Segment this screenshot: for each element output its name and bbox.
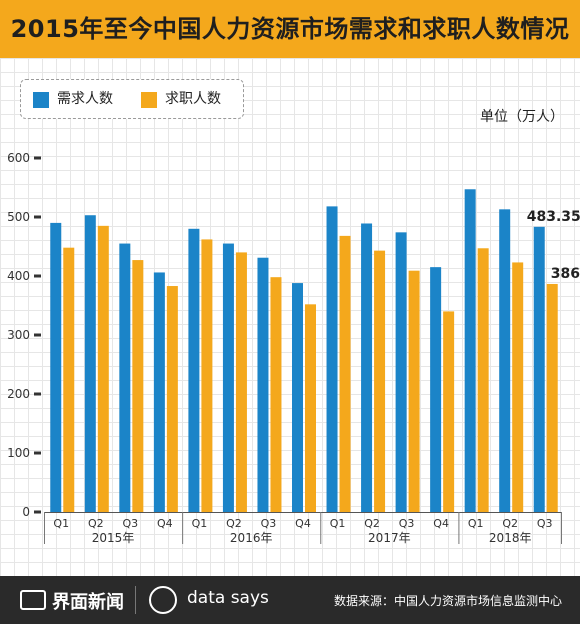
x-tick-label: Q3	[261, 517, 277, 530]
footer-source: 数据来源：中国人力资源市场信息监测中心	[333, 594, 562, 608]
x-tick-label: Q3	[399, 517, 415, 530]
bar-seekers	[201, 239, 213, 513]
y-tick-label: 400	[7, 269, 30, 283]
legend-swatch-demand	[33, 92, 49, 108]
footer-divider	[135, 586, 136, 614]
bar-demand	[153, 272, 165, 512]
bar-seekers	[97, 225, 109, 512]
chart-title: 2015年至今中国人力资源市场需求和求职人数情况	[10, 15, 570, 43]
x-tick-label: Q2	[364, 517, 380, 530]
bar-demand	[395, 232, 407, 512]
x-tick-label: Q3	[122, 517, 138, 530]
bar-seekers	[374, 250, 386, 512]
y-tick-label: 200	[7, 387, 30, 401]
legend-swatch-seekers	[141, 92, 157, 108]
bar-demand	[326, 206, 338, 512]
y-tick-mark	[34, 215, 41, 219]
y-tick-mark	[34, 333, 41, 337]
y-tick-mark	[34, 274, 41, 278]
bar-demand	[50, 222, 62, 512]
bar-demand	[533, 226, 545, 513]
bar-seekers	[63, 247, 75, 512]
bar-demand	[464, 189, 476, 512]
x-tick-label: Q1	[468, 517, 484, 530]
group-label: 2018年	[489, 531, 532, 545]
y-tick-mark	[34, 392, 41, 396]
y-tick-label: 100	[7, 446, 30, 460]
x-tick-label: Q1	[53, 517, 69, 530]
footer: 界面新闻 data says 数据来源：中国人力资源市场信息监测中心	[0, 576, 580, 624]
bar-demand	[430, 267, 442, 512]
footer-brand-text: data says	[187, 588, 269, 608]
x-tick-label: Q1	[330, 517, 346, 530]
bar-seekers	[305, 304, 316, 512]
x-tick-label: Q1	[192, 517, 208, 530]
bar-demand	[499, 209, 511, 512]
jiemian-logo-icon	[20, 590, 46, 610]
bar-demand	[119, 243, 131, 513]
bar-demand	[292, 283, 303, 512]
x-tick-label: Q4	[157, 517, 173, 530]
footer-logo-text: 界面新闻	[52, 592, 124, 613]
bar-seekers	[339, 235, 351, 512]
bar-seekers	[512, 262, 524, 512]
data-says-logo-icon	[149, 586, 177, 614]
bar-demand	[188, 228, 200, 513]
x-tick-label: Q4	[433, 517, 449, 530]
bar-seekers	[132, 260, 144, 512]
bar-seekers	[546, 283, 558, 512]
bar-demand	[257, 257, 269, 512]
title-bar: 2015年至今中国人力资源市场需求和求职人数情况	[0, 0, 580, 58]
y-tick-label: 600	[7, 151, 30, 165]
data-label: 386.5	[551, 266, 580, 282]
y-tick-label: 0	[22, 505, 30, 519]
x-tick-label: Q2	[226, 517, 242, 530]
x-tick-label: Q2	[502, 517, 518, 530]
bar-seekers	[270, 277, 282, 512]
x-tick-label: Q2	[88, 517, 104, 530]
bar-seekers	[477, 248, 489, 512]
bar-demand	[222, 243, 234, 513]
bar-seekers	[408, 270, 420, 512]
bar-demand	[84, 215, 96, 513]
y-tick-mark	[34, 510, 41, 514]
group-label: 2016年	[230, 531, 273, 545]
bar-seekers	[235, 252, 247, 512]
y-tick-mark	[34, 156, 41, 160]
bar-seekers	[443, 311, 455, 512]
legend: 需求人数 求职人数	[20, 79, 244, 119]
legend-label-demand: 需求人数	[57, 91, 113, 107]
y-tick-label: 500	[7, 210, 30, 224]
group-label: 2017年	[368, 531, 411, 545]
y-tick-label: 300	[7, 328, 30, 342]
bar-seekers	[166, 286, 178, 512]
y-tick-mark	[34, 451, 41, 455]
group-label: 2015年	[92, 531, 135, 545]
unit-label: 单位（万人）	[480, 109, 564, 125]
x-tick-label: Q3	[537, 517, 553, 530]
bar-demand	[361, 223, 373, 513]
legend-label-seekers: 求职人数	[165, 91, 221, 107]
x-tick-label: Q4	[295, 517, 311, 530]
data-label: 483.35	[527, 209, 580, 225]
